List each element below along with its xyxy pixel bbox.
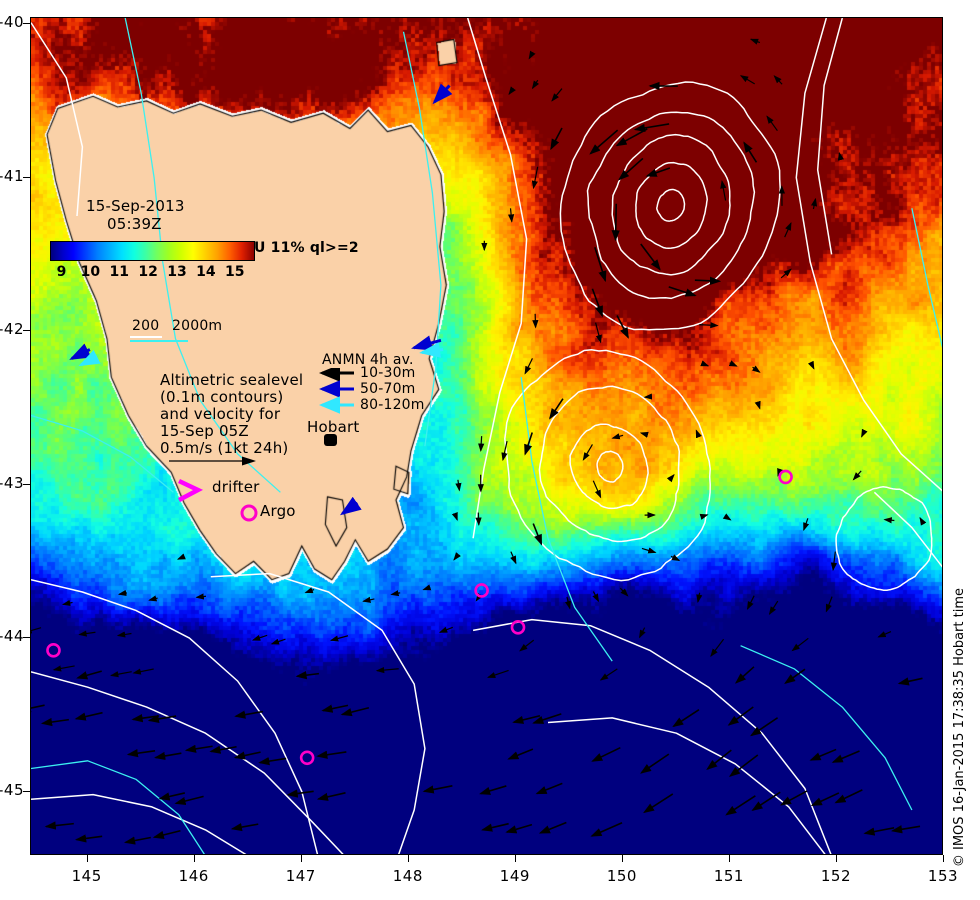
x-tick xyxy=(835,855,837,862)
bathy-shallow-label: 200 xyxy=(132,318,160,334)
x-tick-label: 151 xyxy=(713,867,744,885)
overlay-contours-and-vectors xyxy=(31,18,942,854)
x-tick xyxy=(621,855,623,862)
credit-wrap: © IMOS 16-Jan-2015 17:38:35 Hobart time xyxy=(952,588,972,878)
bathy-deep-label: 2000m xyxy=(172,318,223,334)
altimetry-line-4: 0.5m/s (1kt 24h) xyxy=(160,439,289,457)
credit-text: © IMOS 16-Jan-2015 17:38:35 Hobart time xyxy=(952,588,967,868)
altimetry-line-0: Altimetric sealevel xyxy=(160,371,304,389)
colorbar-tick-label: 9 xyxy=(56,264,67,280)
y-tick-label: -40 xyxy=(0,13,24,32)
x-tick-label: 145 xyxy=(71,867,102,885)
x-tick xyxy=(193,855,195,862)
anmn-entry-1-label: 50-70m xyxy=(360,381,416,397)
altimetry-line-3: 15-Sep 05Z xyxy=(160,422,249,440)
drifter-symbol xyxy=(177,478,204,502)
hobart-label: Hobart xyxy=(307,418,360,436)
x-tick xyxy=(514,855,516,862)
y-tick-label: -45 xyxy=(0,780,24,799)
anmn-entry-2-label: 80-120m xyxy=(360,397,425,413)
x-tick xyxy=(407,855,409,862)
time-label: 05:39Z xyxy=(107,215,162,233)
sst-raster xyxy=(31,18,942,854)
y-tick xyxy=(23,637,30,639)
x-tick-label: 148 xyxy=(392,867,423,885)
anmn-heading: ANMN 4h av. xyxy=(322,352,414,368)
altimetry-line-2: and velocity for xyxy=(160,405,281,423)
bathy-2000m-line-swatch xyxy=(130,340,188,342)
y-tick-label: -42 xyxy=(0,320,24,339)
y-tick xyxy=(23,23,30,25)
x-tick xyxy=(728,855,730,862)
velocity-scale-arrow xyxy=(169,456,256,466)
anmn-entry-0-label: 10-30m xyxy=(360,365,416,381)
x-tick xyxy=(300,855,302,862)
colorbar-tick-label: 14 xyxy=(196,264,216,280)
temperature-colorbar[interactable] xyxy=(50,241,255,261)
x-tick-label: 152 xyxy=(820,867,852,885)
drifter-label: drifter xyxy=(212,478,260,496)
x-tick-label: 153 xyxy=(927,867,959,885)
date-label: 15-Sep-2013 xyxy=(86,197,185,215)
colorbar-tick-label: 11 xyxy=(109,264,130,280)
hobart-city-marker xyxy=(324,434,337,446)
y-tick xyxy=(23,176,30,178)
sst-map-plot[interactable] xyxy=(30,17,943,855)
bathy-200m-line-swatch xyxy=(130,336,162,338)
x-tick-label: 146 xyxy=(178,867,209,885)
anmn-arrow-swatches xyxy=(319,368,354,414)
y-tick-label: -44 xyxy=(0,627,24,646)
colorbar-tick-label: 15 xyxy=(225,264,245,280)
y-tick xyxy=(23,330,30,332)
argo-label: Argo xyxy=(260,502,296,520)
colorbar-tick-label: 10 xyxy=(80,264,101,280)
colorbar-tick-label: 12 xyxy=(138,264,158,280)
x-tick xyxy=(943,855,944,862)
x-tick-label: 150 xyxy=(606,867,637,885)
x-tick xyxy=(86,855,88,862)
altimetry-line-1: (0.1m contours) xyxy=(160,388,284,406)
y-tick-label: -41 xyxy=(0,166,24,185)
x-tick-label: 149 xyxy=(499,867,530,885)
y-tick-label: -43 xyxy=(0,473,24,492)
y-tick xyxy=(23,483,30,485)
argo-symbol xyxy=(240,504,258,522)
y-tick xyxy=(23,790,30,792)
colorbar-tick-label: 13 xyxy=(167,264,187,280)
x-tick-label: 147 xyxy=(285,867,316,885)
